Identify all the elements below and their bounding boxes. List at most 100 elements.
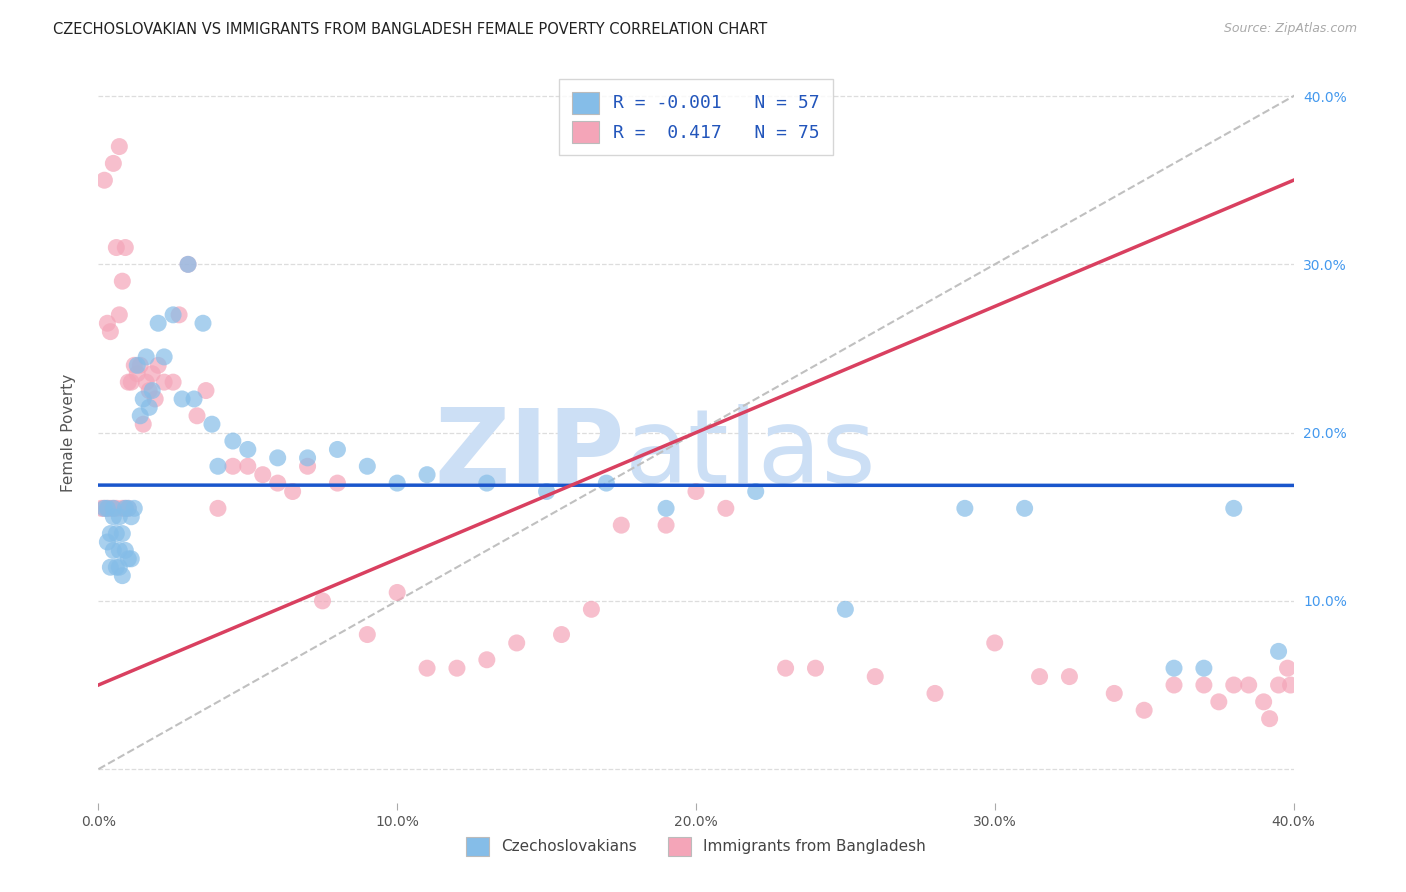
Point <box>96 535 118 549</box>
Point <box>183 392 205 406</box>
Point <box>111 501 134 516</box>
Point <box>1267 678 1289 692</box>
Point <box>103 501 125 516</box>
Point <box>222 434 245 448</box>
Point <box>108 308 131 322</box>
Text: ZIP: ZIP <box>434 404 624 506</box>
Point <box>93 501 115 516</box>
Point <box>1258 712 1281 726</box>
Y-axis label: Female Poverty: Female Poverty <box>60 374 76 491</box>
Point <box>1267 644 1289 658</box>
Point <box>311 594 333 608</box>
Point <box>153 350 176 364</box>
Point <box>98 560 122 574</box>
Point <box>124 501 146 516</box>
Point <box>655 518 678 533</box>
Point <box>1014 501 1036 516</box>
Point <box>105 526 128 541</box>
Point <box>96 501 118 516</box>
Point <box>117 501 139 516</box>
Point <box>96 316 118 330</box>
Point <box>114 501 136 516</box>
Point <box>135 350 157 364</box>
Point <box>167 308 190 322</box>
Point <box>114 543 136 558</box>
Point <box>267 450 290 465</box>
Point <box>108 543 131 558</box>
Point <box>356 627 378 641</box>
Text: CZECHOSLOVAKIAN VS IMMIGRANTS FROM BANGLADESH FEMALE POVERTY CORRELATION CHART: CZECHOSLOVAKIAN VS IMMIGRANTS FROM BANGL… <box>53 22 768 37</box>
Point <box>111 568 134 582</box>
Point <box>536 484 558 499</box>
Point <box>1223 501 1246 516</box>
Point <box>804 661 827 675</box>
Point <box>108 509 131 524</box>
Point <box>953 501 976 516</box>
Point <box>105 560 128 574</box>
Legend: Czechoslovakians, Immigrants from Bangladesh: Czechoslovakians, Immigrants from Bangla… <box>460 831 932 862</box>
Point <box>356 459 378 474</box>
Point <box>127 367 149 381</box>
Point <box>177 257 200 271</box>
Point <box>416 467 439 482</box>
Point <box>281 484 304 499</box>
Point <box>162 375 184 389</box>
Point <box>1133 703 1156 717</box>
Point <box>1104 686 1126 700</box>
Point <box>98 526 122 541</box>
Point <box>924 686 946 700</box>
Point <box>685 484 707 499</box>
Point <box>114 240 136 254</box>
Point <box>1192 678 1215 692</box>
Point <box>475 653 498 667</box>
Point <box>108 560 131 574</box>
Point <box>90 501 112 516</box>
Point <box>385 585 409 599</box>
Point <box>96 501 118 516</box>
Point <box>98 325 122 339</box>
Text: Source: ZipAtlas.com: Source: ZipAtlas.com <box>1223 22 1357 36</box>
Point <box>114 501 136 516</box>
Point <box>191 316 214 330</box>
Point <box>475 476 498 491</box>
Point <box>1237 678 1260 692</box>
Point <box>98 501 122 516</box>
Point <box>550 627 572 641</box>
Point <box>326 442 349 457</box>
Point <box>108 139 131 153</box>
Point <box>1277 661 1299 675</box>
Point <box>297 450 319 465</box>
Point <box>1279 678 1302 692</box>
Point <box>714 501 737 516</box>
Point <box>186 409 208 423</box>
Point <box>132 392 155 406</box>
Point <box>1163 661 1185 675</box>
Point <box>595 476 617 491</box>
Point <box>120 375 142 389</box>
Point <box>111 274 134 288</box>
Point <box>201 417 224 432</box>
Point <box>865 670 887 684</box>
Point <box>1192 661 1215 675</box>
Point <box>105 240 128 254</box>
Point <box>129 359 152 373</box>
Point <box>162 308 184 322</box>
Point <box>1059 670 1081 684</box>
Point <box>93 501 115 516</box>
Point <box>148 359 170 373</box>
Point <box>297 459 319 474</box>
Point <box>610 518 633 533</box>
Point <box>267 476 290 491</box>
Point <box>103 501 125 516</box>
Point <box>141 367 163 381</box>
Point <box>103 509 125 524</box>
Point <box>1028 670 1050 684</box>
Point <box>1223 678 1246 692</box>
Point <box>141 384 163 398</box>
Point <box>236 442 259 457</box>
Point <box>506 636 529 650</box>
Point <box>117 501 139 516</box>
Point <box>117 551 139 566</box>
Point <box>138 401 160 415</box>
Point <box>153 375 176 389</box>
